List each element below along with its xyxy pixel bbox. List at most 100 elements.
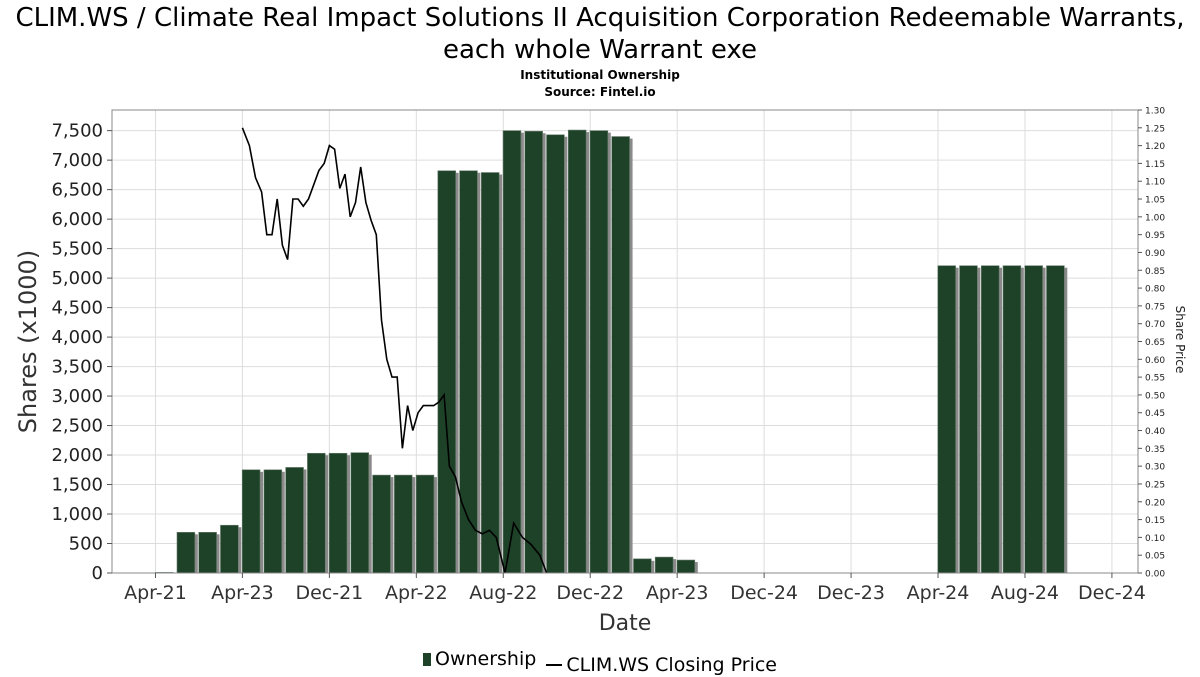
y-tick-label: 0	[92, 563, 103, 584]
y2-tick-label: 0.35	[1145, 445, 1165, 455]
ownership-bar	[328, 452, 348, 574]
ownership-bar	[437, 170, 456, 574]
y2-tick-label: 0.05	[1145, 552, 1165, 562]
y-tick-label: 4,000	[51, 327, 103, 348]
ownership-bar	[241, 469, 261, 574]
price-line-path	[241, 127, 548, 574]
y-tick-label: 500	[69, 534, 103, 555]
legend-item-price: CLIM.WS Closing Price	[546, 653, 777, 677]
y2-tick-label: 0.40	[1145, 427, 1165, 437]
x-tick-label: Aug-24	[991, 582, 1059, 604]
ownership-bar	[546, 134, 565, 574]
y2-tick-label: 0.60	[1145, 356, 1165, 366]
y-tick-label: 7,500	[51, 121, 103, 142]
y2-tick-label: 0.45	[1145, 409, 1165, 419]
y2-axis-label: Share Price	[1173, 306, 1187, 374]
chart-source: Source: Fintel.io	[544, 85, 656, 99]
y2-tick-label: 1.30	[1145, 107, 1165, 117]
y2-tick-label: 0.30	[1145, 463, 1165, 473]
y2-tick-label: 0.75	[1145, 302, 1165, 312]
legend-ownership-label: Ownership	[435, 648, 537, 670]
ownership-bar	[633, 558, 652, 574]
ownership-bar	[394, 474, 413, 574]
x-axis-label: Date	[599, 611, 652, 636]
y-tick-label: 6,500	[51, 180, 103, 201]
right-axis-ticks: 0.00 0.05 0.10 0.15 0.20 0.25 0.30 0.35 0.40 0.45…	[1138, 107, 1165, 580]
x-tick-label: Apr-22	[385, 582, 448, 604]
price-swatch	[546, 663, 563, 666]
ownership-swatch	[423, 652, 431, 666]
y-tick-label: 1,000	[51, 504, 103, 525]
ownership-bar	[937, 265, 956, 574]
ownership-bar	[415, 474, 435, 574]
legend-price-label: CLIM.WS Closing Price	[566, 653, 777, 676]
ownership-bar	[1024, 265, 1043, 574]
y-tick-label: 5,000	[51, 268, 103, 289]
ownership-bar	[459, 170, 478, 574]
price-line	[241, 127, 548, 574]
y2-tick-label: 0.70	[1145, 320, 1165, 330]
y-tick-label: 4,500	[51, 298, 103, 319]
ownership-bars	[154, 129, 1068, 574]
y2-tick-label: 1.00	[1145, 213, 1165, 223]
y2-tick-label: 1.25	[1145, 124, 1165, 134]
ownership-bar	[350, 452, 370, 574]
ownership-bar	[1002, 265, 1022, 574]
y2-tick-label: 1.20	[1145, 142, 1165, 152]
x-tick-label: Dec-24	[730, 582, 798, 604]
ownership-bar	[285, 467, 304, 574]
y2-tick-label: 1.05	[1145, 196, 1165, 206]
y2-tick-label: 0.25	[1145, 480, 1165, 490]
y2-tick-label: 0.50	[1145, 391, 1165, 401]
y2-tick-label: 0.80	[1145, 285, 1165, 295]
y2-tick-label: 0.20	[1145, 498, 1165, 508]
ownership-bar	[263, 469, 283, 574]
x-tick-label: Dec-23	[817, 582, 885, 604]
x-tick-label: Aug-22	[469, 582, 537, 604]
ownership-bar	[220, 524, 239, 574]
ownership-bar	[176, 532, 196, 574]
ownership-bar	[567, 129, 587, 574]
left-axis-ticks: 0 500 1,000 1,500 2,000 2,500 3,000 3,500 4,000 4…	[51, 121, 112, 584]
y2-tick-label: 0.00	[1145, 570, 1165, 580]
ownership-bar	[198, 532, 217, 574]
x-tick-label: Dec-24	[1078, 582, 1146, 604]
y-tick-label: 2,000	[51, 445, 103, 466]
x-tick-label: Apr-21	[124, 582, 187, 604]
y-axis-label: Shares (x1000)	[14, 250, 42, 433]
y-tick-label: 3,500	[51, 357, 103, 378]
ownership-bar	[372, 474, 391, 574]
x-tick-label: Apr-24	[907, 582, 970, 604]
y-tick-label: 7,000	[51, 150, 103, 171]
chart-subtitle: Institutional Ownership	[520, 68, 680, 82]
y2-tick-label: 0.15	[1145, 516, 1165, 526]
y-tick-label: 6,000	[51, 209, 103, 230]
ownership-bar	[481, 172, 500, 574]
y2-tick-label: 0.65	[1145, 338, 1165, 348]
legend: Ownership CLIM.WS Closing Price	[0, 647, 1200, 677]
ownership-bar	[1046, 265, 1065, 574]
y2-tick-label: 0.90	[1145, 249, 1165, 259]
x-tick-label: Dec-21	[295, 582, 363, 604]
ownership-bar	[676, 559, 696, 574]
x-tick-label: Apr-23	[646, 582, 709, 604]
ownership-bar	[589, 130, 609, 574]
ownership-bar	[524, 130, 543, 574]
y-tick-label: 1,500	[51, 475, 103, 496]
x-axis-ticks: Apr-21 Apr-23 Dec-21 Apr-22 Aug-22 Dec-22 Apr-…	[124, 573, 1146, 604]
ownership-bar	[611, 136, 630, 574]
x-tick-label: Dec-22	[556, 582, 624, 604]
y-tick-label: 5,500	[51, 239, 103, 260]
ownership-bar	[654, 556, 674, 574]
y2-tick-label: 0.10	[1145, 534, 1165, 544]
y2-tick-label: 0.55	[1145, 374, 1165, 384]
ownership-bar	[980, 265, 1000, 574]
ownership-bar	[959, 265, 978, 574]
y-tick-label: 3,000	[51, 386, 103, 407]
y2-tick-label: 0.85	[1145, 267, 1165, 277]
ownership-bar	[502, 130, 522, 574]
x-tick-label: Apr-23	[211, 582, 274, 604]
y2-tick-label: 1.15	[1145, 160, 1165, 170]
ownership-bar	[307, 452, 326, 574]
legend-item-ownership: Ownership	[423, 647, 536, 671]
